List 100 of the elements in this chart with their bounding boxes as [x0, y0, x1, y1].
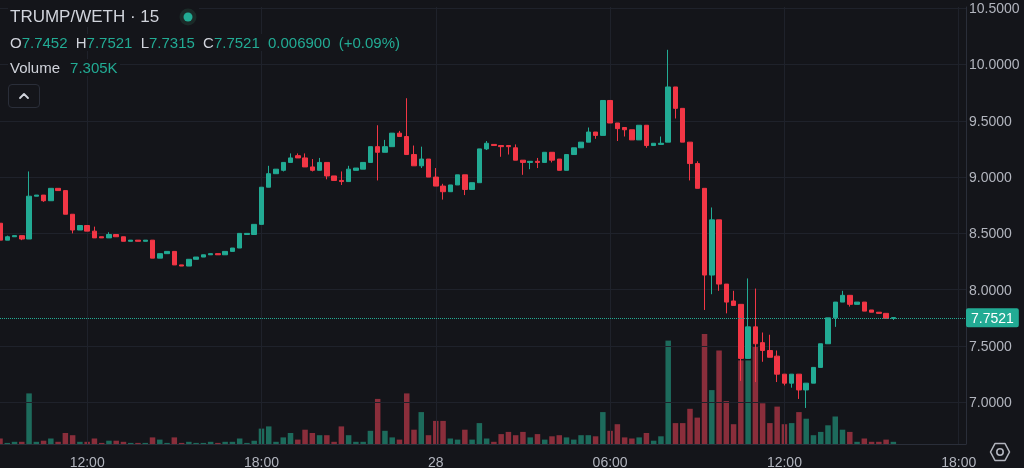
candlestick: [55, 187, 61, 192]
bar: [738, 360, 744, 444]
candlestick: [615, 122, 620, 142]
candlestick: [12, 235, 17, 238]
bar: [287, 433, 294, 444]
bar: [592, 436, 599, 444]
bar: [817, 431, 824, 444]
bar: [730, 424, 737, 444]
candlestick: [135, 239, 141, 242]
candlestick: [113, 234, 119, 238]
candlestick: [273, 168, 279, 175]
candlestick: [803, 382, 809, 409]
candlestick: [150, 239, 155, 259]
candlestick: [208, 253, 213, 256]
candlestick: [840, 290, 845, 303]
x-tick-label: 06:00: [592, 454, 628, 468]
bar: [106, 440, 112, 444]
x-tick-label: 18:00: [243, 454, 280, 468]
x-tick-label: 12:00: [69, 454, 105, 468]
bar: [19, 441, 25, 444]
candlestick: [121, 236, 126, 242]
bar: [462, 429, 468, 444]
bar: [636, 437, 642, 444]
candlestick: [796, 373, 802, 400]
candlestick: [644, 124, 649, 149]
candlestick: [680, 107, 685, 143]
candlestick: [215, 253, 221, 256]
candlestick: [448, 184, 453, 193]
bar: [672, 423, 679, 444]
candlestick: [419, 146, 424, 169]
bar: [316, 435, 323, 444]
bar: [810, 435, 817, 444]
candlestick: [237, 232, 242, 249]
candlestick: [84, 225, 90, 232]
candlestick: [397, 130, 402, 138]
bar: [694, 417, 701, 444]
candlestick: [106, 231, 112, 239]
candlestick: [201, 254, 206, 258]
candlestick: [513, 143, 518, 161]
bar: [476, 423, 483, 444]
bar: [825, 425, 831, 444]
candlestick: [484, 140, 489, 151]
bar: [469, 439, 475, 444]
bar: [549, 436, 555, 444]
bar: [265, 426, 272, 444]
bar: [280, 437, 287, 444]
bar: [679, 423, 686, 444]
candlestick: [549, 151, 555, 163]
candlestick: [455, 174, 460, 186]
y-tick-label: 7.5000: [969, 338, 1013, 355]
bar: [585, 435, 592, 444]
candlestick: [63, 190, 68, 215]
candlestick: [288, 152, 293, 163]
candlestick: [869, 309, 874, 313]
candlestick: [99, 236, 104, 239]
ref-line-label: 7.7521: [971, 309, 1015, 326]
bar: [26, 393, 32, 444]
bar: [222, 441, 228, 444]
y-tick-label: 9.0000: [969, 169, 1013, 186]
candlestick: [789, 373, 794, 389]
bar: [709, 390, 715, 444]
candlestick: [811, 366, 816, 384]
candlestick: [731, 290, 736, 306]
bar: [803, 418, 809, 444]
candlestick: [557, 158, 562, 171]
bar: [621, 437, 628, 444]
candlestick: [477, 148, 482, 184]
candlestick: [542, 151, 547, 163]
candlestick: [5, 235, 10, 241]
y-tick-label: 8.5000: [969, 225, 1013, 242]
candlestick: [404, 97, 409, 156]
y-tick-label: 10.5000: [969, 0, 1020, 17]
candlestick: [760, 332, 765, 363]
candlestick: [593, 131, 598, 140]
candlestick: [506, 145, 511, 156]
candlestick: [600, 99, 606, 136]
candlestick: [702, 187, 707, 311]
candlestick: [259, 186, 264, 225]
candlestick: [782, 373, 787, 386]
bar: [614, 424, 621, 444]
bar: [687, 408, 693, 444]
bar: [520, 431, 526, 444]
candlestick: [687, 141, 693, 181]
candlestick: [607, 99, 613, 124]
bar: [505, 431, 512, 444]
bar: [534, 434, 541, 444]
bar: [745, 360, 751, 444]
candlestick: [128, 239, 133, 242]
candlestick: [665, 49, 671, 143]
candlestick: [673, 86, 678, 119]
bar: [796, 412, 802, 444]
candlestick: [143, 239, 148, 242]
bar: [847, 431, 853, 444]
candlestick: [222, 250, 228, 256]
candlestick: [346, 165, 351, 183]
bar: [77, 441, 83, 444]
candlestick: [339, 170, 344, 186]
candlestick: [281, 161, 286, 172]
y-tick-label: 9.5000: [969, 112, 1013, 129]
candlestick: [586, 127, 591, 143]
